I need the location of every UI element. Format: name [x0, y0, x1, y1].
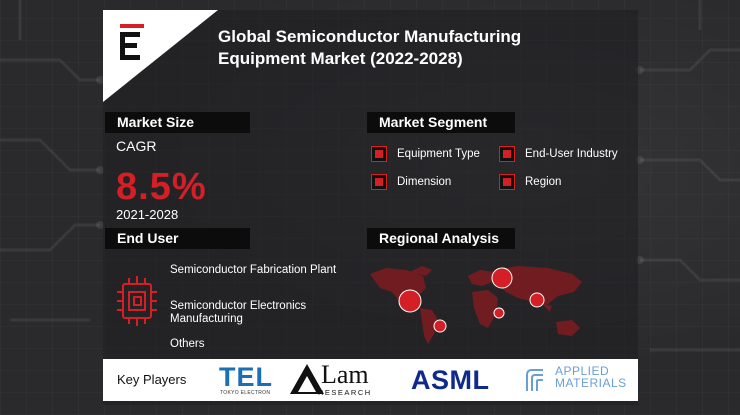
tel-logo: TEL: [219, 362, 273, 392]
lam-triangle-icon: [290, 364, 324, 394]
title-line-1: Global Semiconductor Manufacturing: [218, 27, 522, 46]
brand-e-logo: [103, 10, 218, 102]
title-line-2: Equipment Market (2022-2028): [218, 49, 463, 68]
content-panel: [103, 10, 638, 405]
asml-logo: ASML: [411, 365, 490, 395]
segment-label: Region: [525, 176, 562, 188]
end-user-header: End User: [105, 228, 250, 249]
end-user-item: Others: [170, 338, 205, 350]
cagr-label: CAGR: [116, 138, 157, 154]
end-user-item: Semiconductor Electronics Manufacturing: [170, 300, 307, 325]
cagr-value: 8.5%: [116, 166, 207, 208]
end-user-item: Semiconductor Fabrication Plant: [170, 264, 337, 276]
market-size-header: Market Size: [105, 112, 250, 133]
segment-item: Equipment Type: [371, 146, 480, 162]
bullet-icon: [499, 146, 515, 162]
regional-analysis-header: Regional Analysis: [367, 228, 515, 249]
segment-item: Region: [499, 174, 562, 190]
key-players-bar: Key Players TEL TOKYO ELECTRON Lam RESEA…: [103, 359, 638, 401]
lam-logo: Lam: [321, 360, 369, 389]
world-map-icon: [370, 266, 582, 344]
segment-label: Dimension: [397, 176, 452, 188]
page-title: Global Semiconductor Manufacturing Equip…: [218, 26, 618, 70]
key-players-label: Key Players: [117, 372, 187, 387]
cagr-period: 2021-2028: [116, 207, 179, 222]
market-segment-header: Market Segment: [367, 112, 515, 133]
applied-materials-icon: [526, 369, 543, 391]
segment-item: Dimension: [371, 174, 452, 190]
bullet-icon: [371, 174, 387, 190]
bullet-icon: [499, 174, 515, 190]
segment-label: End-User Industry: [525, 148, 618, 160]
applied-materials-logo: APPLIED MATERIALS: [555, 364, 627, 390]
tel-subtitle: TOKYO ELECTRON: [220, 390, 271, 396]
lam-subtitle: RESEARCH: [318, 388, 372, 397]
bullet-icon: [371, 146, 387, 162]
segment-label: Equipment Type: [397, 148, 480, 160]
chip-icon: [117, 276, 157, 326]
segment-item: End-User Industry: [499, 146, 618, 162]
